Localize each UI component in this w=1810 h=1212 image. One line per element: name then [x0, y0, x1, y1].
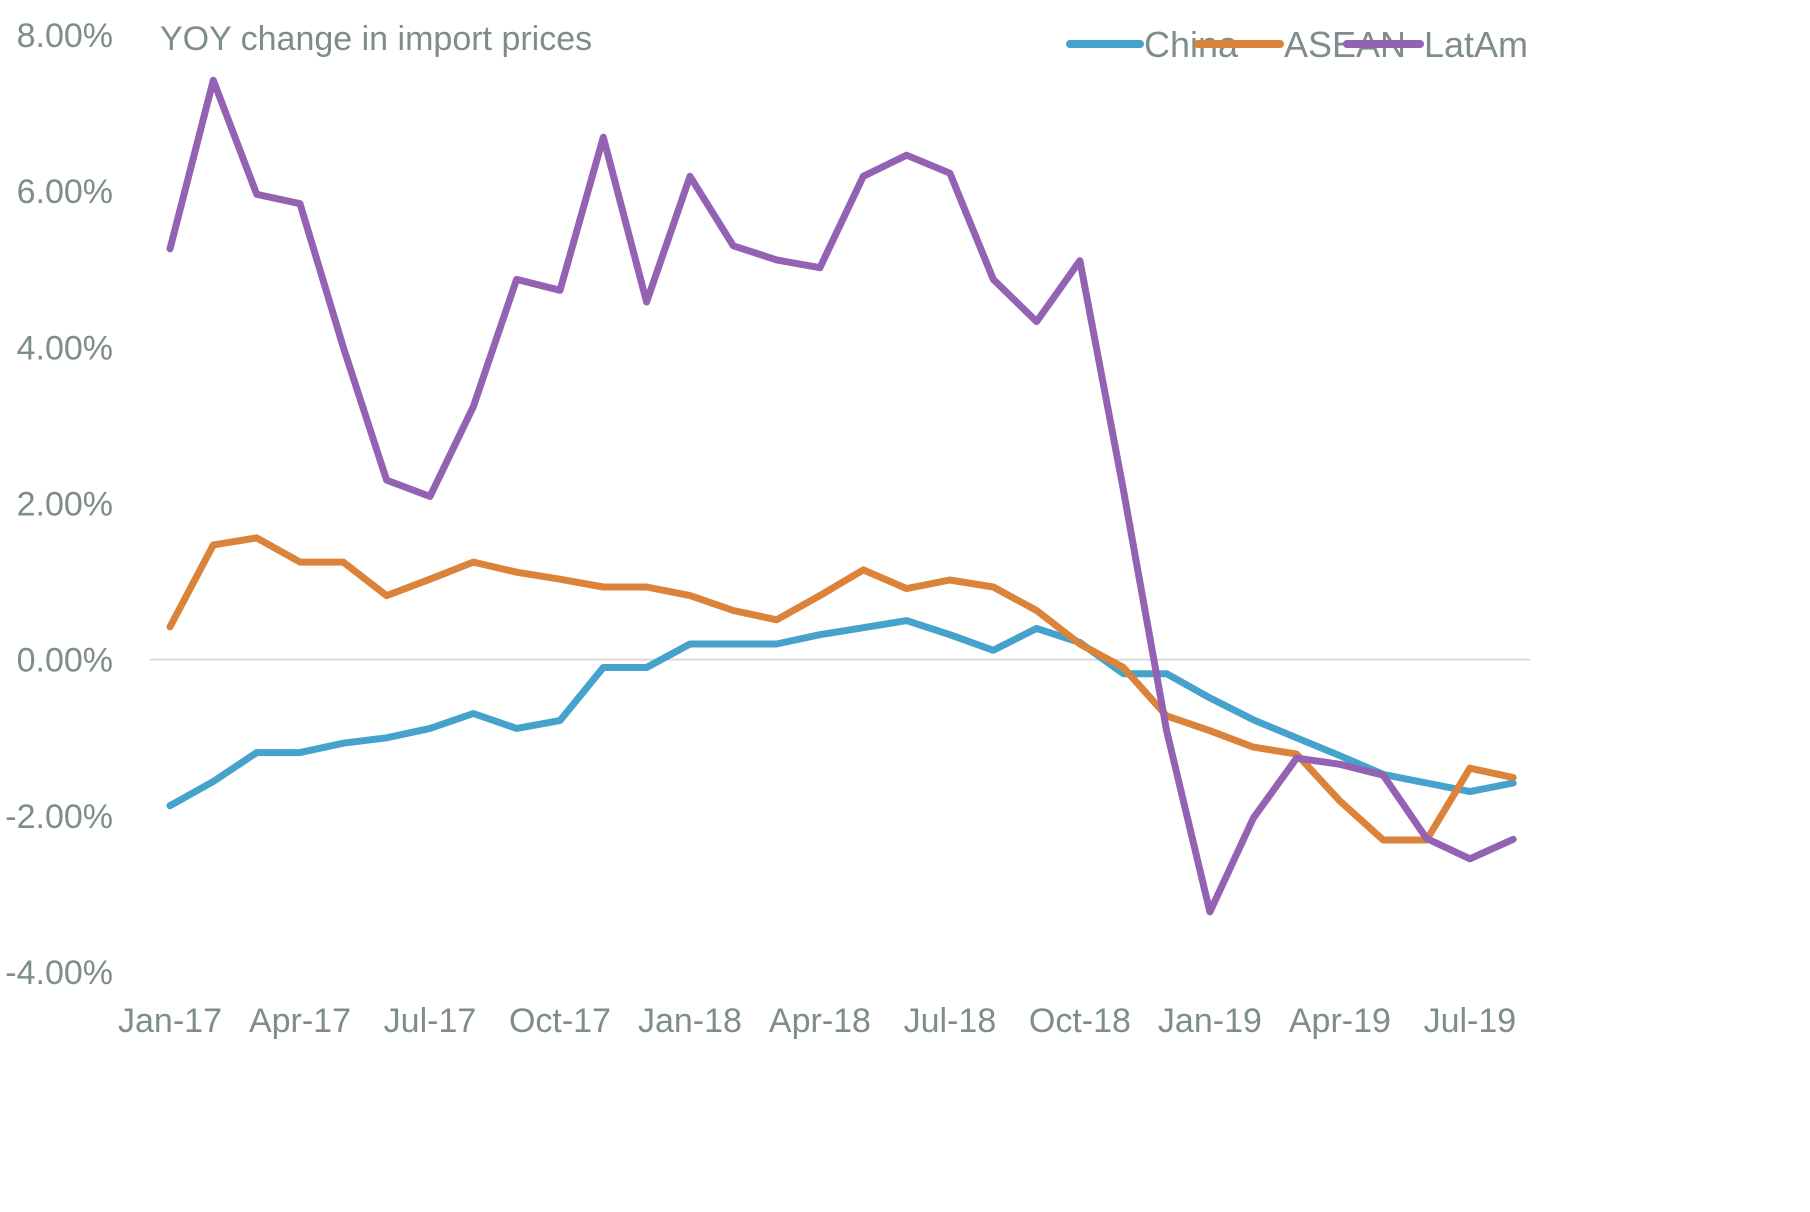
x-tick-label: Oct-18 — [1029, 1002, 1131, 1040]
legend-label: LatAm — [1424, 24, 1528, 65]
legend: China ASEAN LatAm — [1066, 24, 1528, 65]
y-tick-label: 2.00% — [17, 486, 113, 524]
x-tick-label: Jul-17 — [384, 1002, 477, 1040]
x-tick-label: Apr-19 — [1289, 1002, 1391, 1040]
x-tick-label: Jan-17 — [118, 1002, 222, 1040]
y-tick-label: 0.00% — [17, 642, 113, 680]
x-tick-label: Oct-17 — [509, 1002, 611, 1040]
chart-title: YOY change in import prices — [160, 20, 592, 58]
x-tick-label: Apr-17 — [249, 1002, 351, 1040]
y-tick-label: -2.00% — [5, 798, 113, 836]
x-tick-label: Apr-18 — [769, 1002, 871, 1040]
x-tick-label: Jul-18 — [904, 1002, 997, 1040]
y-tick-label: 8.00% — [17, 17, 113, 55]
legend-item-latam: LatAm — [1343, 24, 1528, 65]
x-tick-label: Jan-18 — [638, 1002, 742, 1040]
series-line-asean — [166, 534, 1517, 844]
x-tick-label: Jul-19 — [1424, 1002, 1517, 1040]
series-lines — [166, 76, 1517, 916]
series-line-latam — [166, 76, 1517, 916]
x-axis: Jan-17 Apr-17 Jul-17 Oct-17 Jan-18 Apr-18 Jul-… — [118, 1002, 1516, 1040]
y-axis: 8.00% 6.00% 4.00% 2.00% 0.00% -2.00% -4.00% — [5, 17, 113, 992]
y-tick-label: -4.00% — [5, 954, 113, 992]
x-tick-label: Jan-19 — [1158, 1002, 1262, 1040]
series-line-china — [166, 617, 1517, 810]
y-tick-label: 6.00% — [17, 173, 113, 211]
y-tick-label: 4.00% — [17, 329, 113, 367]
